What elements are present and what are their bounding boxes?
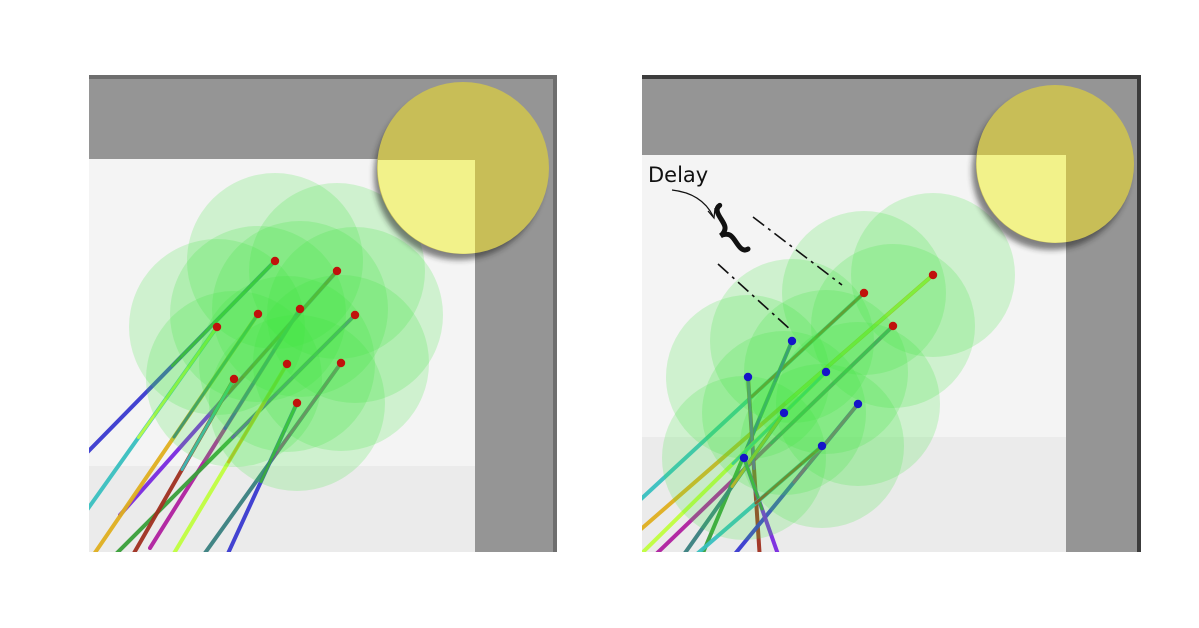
robot-position-dot	[212, 322, 222, 332]
wall-edge-top	[89, 75, 557, 79]
robot-trail	[137, 325, 219, 439]
delay-dashline-upper	[752, 216, 843, 286]
robot-position-dot	[253, 309, 263, 319]
delay-label: Delay	[648, 163, 708, 187]
robot-trail	[730, 411, 786, 488]
delayed-position-dot	[787, 336, 797, 346]
robot-position-dot	[292, 398, 302, 408]
wall-edge-right	[1137, 75, 1141, 552]
robot-trail	[746, 375, 756, 470]
robot-position-dot	[888, 321, 898, 331]
robot-trail	[227, 362, 289, 464]
robot-position-dot	[282, 359, 292, 369]
target-zone-highlight	[377, 160, 475, 254]
delayed-position-dot	[779, 408, 789, 418]
robot-trail	[180, 377, 236, 471]
robot-position-dot	[336, 358, 346, 368]
robot-positions	[739, 270, 938, 463]
trails	[642, 273, 935, 552]
robot-trail	[172, 312, 260, 439]
robot-position-dot	[859, 288, 869, 298]
robot-trail	[754, 444, 824, 505]
robot-position-dot	[229, 374, 239, 384]
delayed-position-dot	[821, 367, 831, 377]
robot-trail	[770, 324, 895, 445]
robot-positions	[212, 256, 360, 408]
robot-trail	[259, 401, 299, 483]
delayed-position-dot	[739, 453, 749, 463]
robot-position-dot	[295, 304, 305, 314]
delayed-position-dot	[817, 441, 827, 451]
wall-edge-top	[642, 75, 1141, 79]
robot-trail	[785, 273, 935, 404]
right-panel	[642, 75, 1141, 552]
curved-arrow-head	[707, 207, 716, 220]
robot-trail	[227, 269, 339, 395]
robot-trail	[750, 291, 866, 398]
robot-trail	[171, 259, 277, 367]
delayed-position-dot	[743, 372, 753, 382]
curved-arrow-icon	[671, 189, 714, 217]
wall-edge-right	[553, 75, 557, 552]
target-zone-highlight	[976, 155, 1066, 243]
robot-trail	[231, 313, 357, 439]
robot-trail	[269, 361, 343, 463]
delay-annotation: Delay	[648, 163, 843, 332]
curly-brace-icon	[714, 202, 751, 253]
robot-position-dot	[270, 256, 280, 266]
robot-trail	[744, 339, 794, 452]
robot-position-dot	[332, 266, 342, 276]
robot-trail	[792, 402, 860, 484]
robot-position-dot	[928, 270, 938, 280]
trails	[89, 259, 357, 552]
left-panel	[89, 75, 557, 552]
robot-position-dot	[350, 310, 360, 320]
delayed-position-dot	[853, 399, 863, 409]
robot-trail	[223, 307, 302, 430]
delay-dashline-lower	[717, 263, 793, 332]
